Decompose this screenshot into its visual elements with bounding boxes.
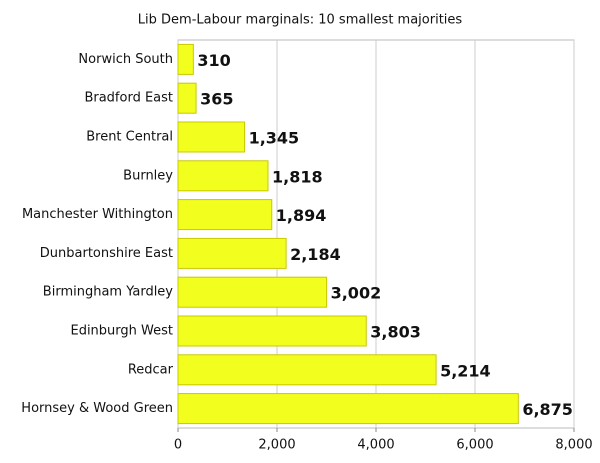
bar xyxy=(177,393,519,425)
bar xyxy=(177,82,197,114)
x-tick-label: 0 xyxy=(174,438,182,453)
y-tick-label: Bradford East xyxy=(84,91,173,106)
bar xyxy=(177,43,194,75)
y-tick-label: Norwich South xyxy=(78,52,173,67)
value-label: 3,803 xyxy=(370,323,421,342)
y-tick-label: Brent Central xyxy=(86,130,173,145)
y-tick-label: Burnley xyxy=(123,168,173,183)
value-label: 2,184 xyxy=(290,245,341,264)
y-tick-label: Hornsey & Wood Green xyxy=(21,401,173,416)
bar xyxy=(177,315,367,347)
x-tick-label: 8,000 xyxy=(555,438,592,453)
y-tick-label: Dunbartonshire East xyxy=(40,246,173,261)
value-label: 1,345 xyxy=(249,129,300,148)
bar xyxy=(177,276,328,308)
y-tick-label: Birmingham Yardley xyxy=(43,285,174,300)
value-label: 3,002 xyxy=(331,284,382,303)
chart-title: Lib Dem-Labour marginals: 10 smallest ma… xyxy=(138,13,463,28)
bar xyxy=(177,354,437,386)
value-label: 1,894 xyxy=(276,206,327,225)
y-tick-label: Redcar xyxy=(128,362,174,377)
value-label: 5,214 xyxy=(440,361,491,380)
value-label: 365 xyxy=(200,90,233,109)
bar xyxy=(177,160,269,192)
bar xyxy=(177,121,246,153)
x-tick-label: 4,000 xyxy=(357,438,394,453)
x-tick-label: 6,000 xyxy=(456,438,493,453)
value-label: 310 xyxy=(197,51,230,70)
value-label: 1,818 xyxy=(272,167,323,186)
bar xyxy=(177,237,287,269)
x-tick-label: 2,000 xyxy=(258,438,295,453)
bar xyxy=(177,199,273,231)
y-tick-label: Edinburgh West xyxy=(70,324,173,339)
y-tick-label: Manchester Withington xyxy=(22,207,173,222)
value-label: 6,875 xyxy=(522,400,573,419)
